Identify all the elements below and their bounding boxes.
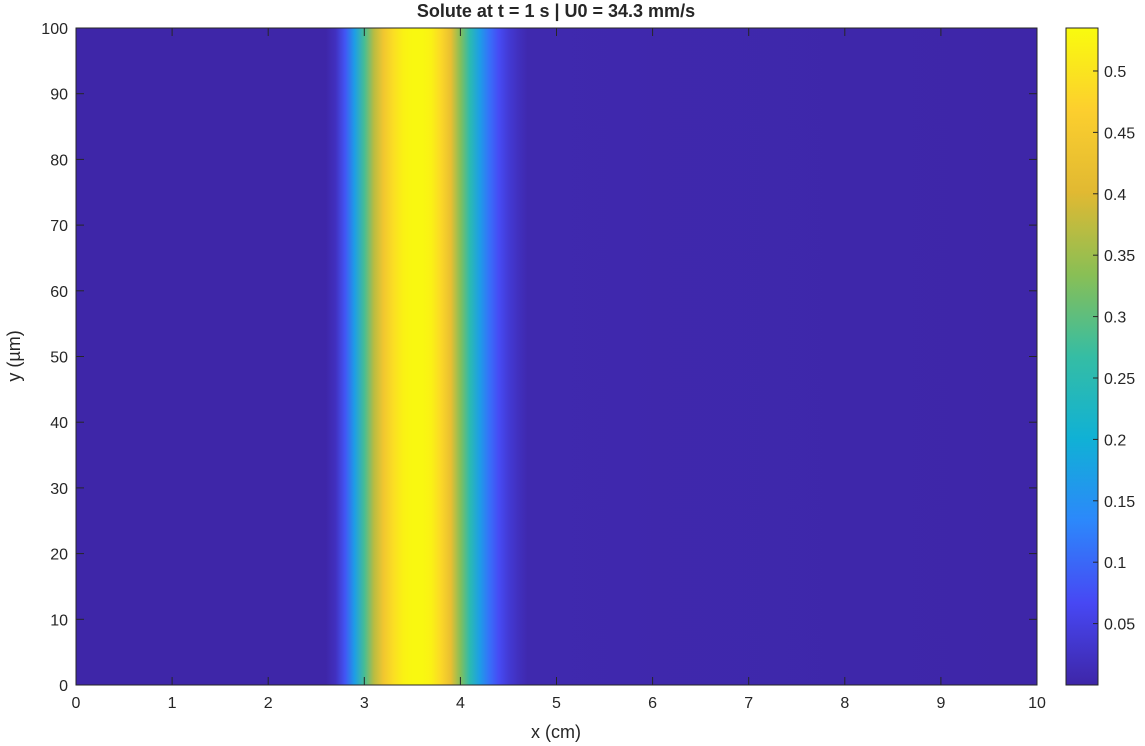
y-tick-label: 0 <box>59 678 68 695</box>
colorbar-tick-label: 0.4 <box>1104 187 1126 204</box>
x-tick-label: 1 <box>168 695 177 712</box>
x-tick-label: 4 <box>456 695 465 712</box>
colorbar-tick-label: 0.1 <box>1104 555 1126 572</box>
x-tick-label: 2 <box>264 695 273 712</box>
colorbar-tick-label: 0.25 <box>1104 371 1135 388</box>
colorbar-tick-label: 0.5 <box>1104 64 1126 81</box>
y-tick-label: 20 <box>50 547 68 564</box>
y-axis-label: y (µm) <box>4 330 24 381</box>
x-tick-label: 0 <box>72 695 81 712</box>
colorbar-ticks: 0.05 0.1 0.15 0.2 0.25 0.3 0.35 0.4 0.45 0.5 <box>1093 64 1135 634</box>
heatmap-field <box>76 28 1037 685</box>
y-tick-label: 30 <box>50 481 68 498</box>
x-tick-label: 9 <box>936 695 945 712</box>
y-tick-label: 50 <box>50 350 68 367</box>
x-axis-ticks: 0 1 2 3 4 5 6 7 8 9 10 <box>72 28 1046 712</box>
y-tick-label: 60 <box>50 284 68 301</box>
colorbar <box>1066 28 1098 685</box>
x-tick-label: 10 <box>1028 695 1046 712</box>
x-tick-label: 8 <box>840 695 849 712</box>
colorbar-tick-label: 0.3 <box>1104 310 1126 327</box>
colorbar-tick-label: 0.15 <box>1104 494 1135 511</box>
x-tick-label: 6 <box>648 695 657 712</box>
y-tick-label: 40 <box>50 415 68 432</box>
colorbar-tick-label: 0.35 <box>1104 248 1135 265</box>
y-tick-label: 90 <box>50 87 68 104</box>
y-tick-label: 80 <box>50 152 68 169</box>
y-tick-label: 10 <box>50 612 68 629</box>
colorbar-box <box>1065 27 1099 686</box>
colorbar-tick-label: 0.45 <box>1104 125 1135 142</box>
x-tick-label: 5 <box>552 695 561 712</box>
x-tick-label: 3 <box>360 695 369 712</box>
y-tick-label: 70 <box>50 218 68 235</box>
y-axis-ticks: 0 10 20 30 40 50 60 70 80 90 100 <box>41 21 1037 695</box>
y-tick-label: 100 <box>41 21 68 38</box>
x-axis-label: x (cm) <box>531 722 581 742</box>
chart-title: Solute at t = 1 s | U0 = 34.3 mm/s <box>417 1 695 21</box>
colorbar-tick-label: 0.2 <box>1104 432 1126 449</box>
x-tick-label: 7 <box>744 695 753 712</box>
colorbar-tick-label: 0.05 <box>1104 617 1135 634</box>
